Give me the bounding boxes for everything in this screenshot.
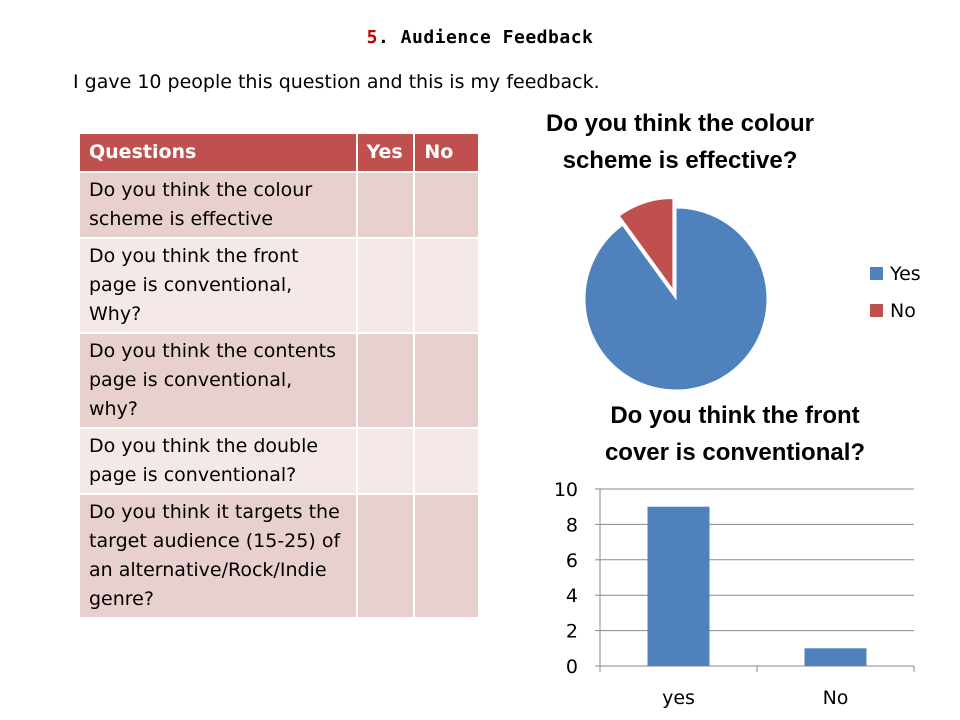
intro-text: I gave 10 people this question and this … (73, 71, 600, 93)
y-tick-label: 0 (566, 656, 578, 678)
header-no: No (414, 134, 480, 172)
table-row: Do you think the double page is conventi… (80, 427, 480, 494)
x-tick-label: No (823, 687, 849, 709)
table-row: Do you think it targets the target audie… (80, 493, 480, 617)
y-tick-label: 10 (554, 479, 578, 501)
legend-swatch-no (870, 304, 883, 317)
y-tick-label: 6 (566, 550, 578, 572)
question-cell: Do you think the front page is conventio… (80, 237, 358, 333)
no-cell (414, 427, 480, 494)
yes-cell (356, 493, 416, 617)
bar-yes (647, 506, 710, 666)
page-title: 5. Audience Feedback (366, 27, 594, 48)
legend-label-no: No (890, 300, 916, 322)
no-cell (414, 493, 480, 617)
questions-table: Questions Yes No Do you think the colour… (80, 134, 480, 617)
bar-chart: 0 2 4 6 8 10 yes No (554, 479, 915, 709)
pie-chart-title: Do you think the colour scheme is effect… (546, 110, 814, 174)
legend-swatch-yes (870, 267, 883, 280)
pie-chart: Yes No (584, 197, 921, 391)
table-row: Do you think the colour scheme is effect… (80, 171, 480, 238)
header-yes: Yes (356, 134, 416, 172)
table-row: Do you think the front page is conventio… (80, 237, 480, 333)
yes-cell (356, 237, 416, 333)
yes-cell (356, 171, 416, 238)
question-cell: Do you think it targets the target audie… (80, 493, 358, 617)
bar-no (804, 648, 867, 666)
table-header-row: Questions Yes No (80, 134, 480, 172)
yes-cell (356, 332, 416, 428)
question-cell: Do you think the colour scheme is effect… (80, 171, 358, 238)
bar-chart-title: Do you think the front cover is conventi… (604, 402, 866, 466)
table-row: Do you think the contents page is conven… (80, 332, 480, 428)
no-cell (414, 171, 480, 238)
header-questions: Questions (80, 134, 358, 172)
y-tick-label: 8 (566, 514, 578, 536)
y-tick-label: 2 (566, 621, 578, 643)
pie-slice-yes (584, 207, 768, 391)
y-tick-label: 4 (566, 585, 578, 607)
pie-slice-no (618, 197, 674, 292)
yes-cell (356, 427, 416, 494)
legend-label-yes: Yes (889, 263, 921, 285)
question-cell: Do you think the contents page is conven… (80, 332, 358, 428)
no-cell (414, 332, 480, 428)
question-cell: Do you think the double page is conventi… (80, 427, 358, 494)
x-tick-label: yes (662, 687, 695, 709)
no-cell (414, 237, 480, 333)
